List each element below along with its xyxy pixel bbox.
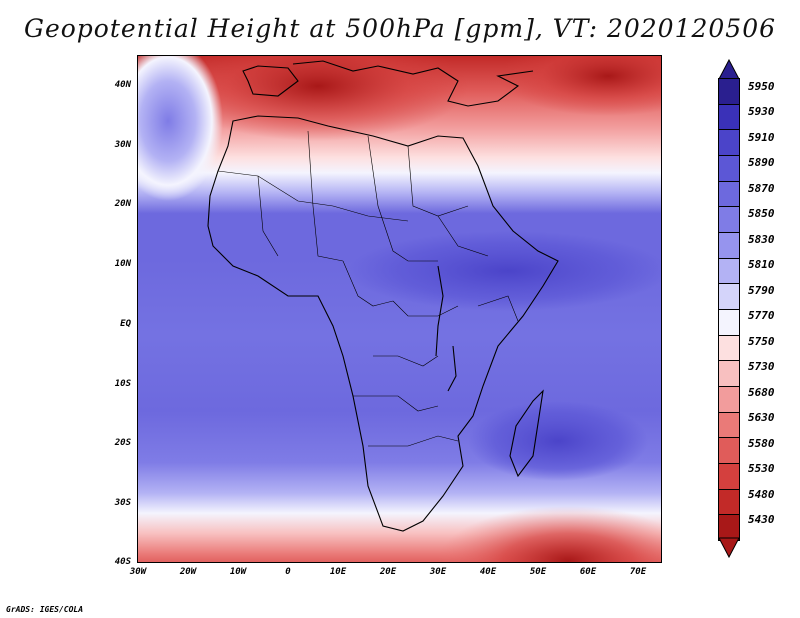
colorbar-label: 5770 [748,309,775,322]
colorbar-label: 5790 [748,284,775,297]
lat-label-10s: 10S [114,379,131,389]
lon-label-10w: 10W [229,567,247,577]
colorbar-segment [718,103,740,131]
height-field [138,56,661,562]
lat-label-40n: 40N [114,80,131,90]
colorbar-segment [718,488,740,516]
colorbar-label: 5680 [748,386,775,399]
colorbar-label: 5850 [748,207,775,220]
colorbar-segment [718,206,740,233]
lon-label-30w: 30W [129,567,147,577]
lon-label-60e: 60E [579,567,597,577]
colorbar-segment [718,155,740,182]
lat-label-30s: 30S [114,498,131,508]
country-borders [217,130,519,447]
colorbar-label: 5730 [748,360,775,373]
colorbar-label: 5750 [748,335,775,348]
colorbar-label: 5630 [748,411,775,424]
lat-label-30n: 30N [114,140,131,150]
coastlines [207,60,559,532]
colorbar-segment [718,180,740,208]
colorbar-segment [718,334,740,362]
colorbar-label: 5480 [748,488,775,501]
colorbar-top-arrow [718,58,740,80]
colorbar-label: 5530 [748,462,775,475]
colorbar-label: 5580 [748,437,775,450]
colorbar-label: 5890 [748,156,775,169]
colorbar-segment [718,78,740,105]
map-panel [137,55,662,563]
lat-label-20n: 20N [114,199,131,209]
colorbar-segment [718,360,740,387]
colorbar-segment [718,309,740,336]
colorbar-label: 5430 [748,513,775,526]
credit-text: GrADS: IGES/COLA [6,605,84,614]
colorbar-segment [718,437,740,464]
lon-label-0: 0 [285,567,291,577]
colorbar-bottom-arrow [718,537,740,559]
lon-label-30e: 30E [429,567,447,577]
colorbar-segment [718,411,740,439]
lon-label-20e: 20E [379,567,397,577]
lat-label-20s: 20S [114,438,131,448]
lat-label-10n: 10N [114,259,131,269]
colorbar-label: 5830 [748,233,775,246]
colorbar-label: 5930 [748,105,775,118]
colorbar-segment [718,232,740,259]
colorbar-label: 5910 [748,131,775,144]
colorbar-label: 5810 [748,258,775,271]
lon-label-70e: 70E [629,567,647,577]
chart-title: Geopotential Height at 500hPa [gpm], VT:… [23,14,777,43]
lat-label-40s: 40S [114,557,131,567]
colorbar [718,78,740,541]
lon-label-40e: 40E [479,567,497,577]
colorbar-label: 5870 [748,182,775,195]
colorbar-segment [718,283,740,310]
lon-label-10e: 10E [329,567,347,577]
colorbar-label: 5950 [748,80,775,93]
lon-label-50e: 50E [529,567,547,577]
lat-label-eq: EQ [120,319,131,329]
lon-label-20w: 20W [179,567,197,577]
colorbar-segment [718,386,740,413]
colorbar-segment [718,257,740,285]
colorbar-segment [718,463,740,490]
colorbar-segment [718,129,740,156]
